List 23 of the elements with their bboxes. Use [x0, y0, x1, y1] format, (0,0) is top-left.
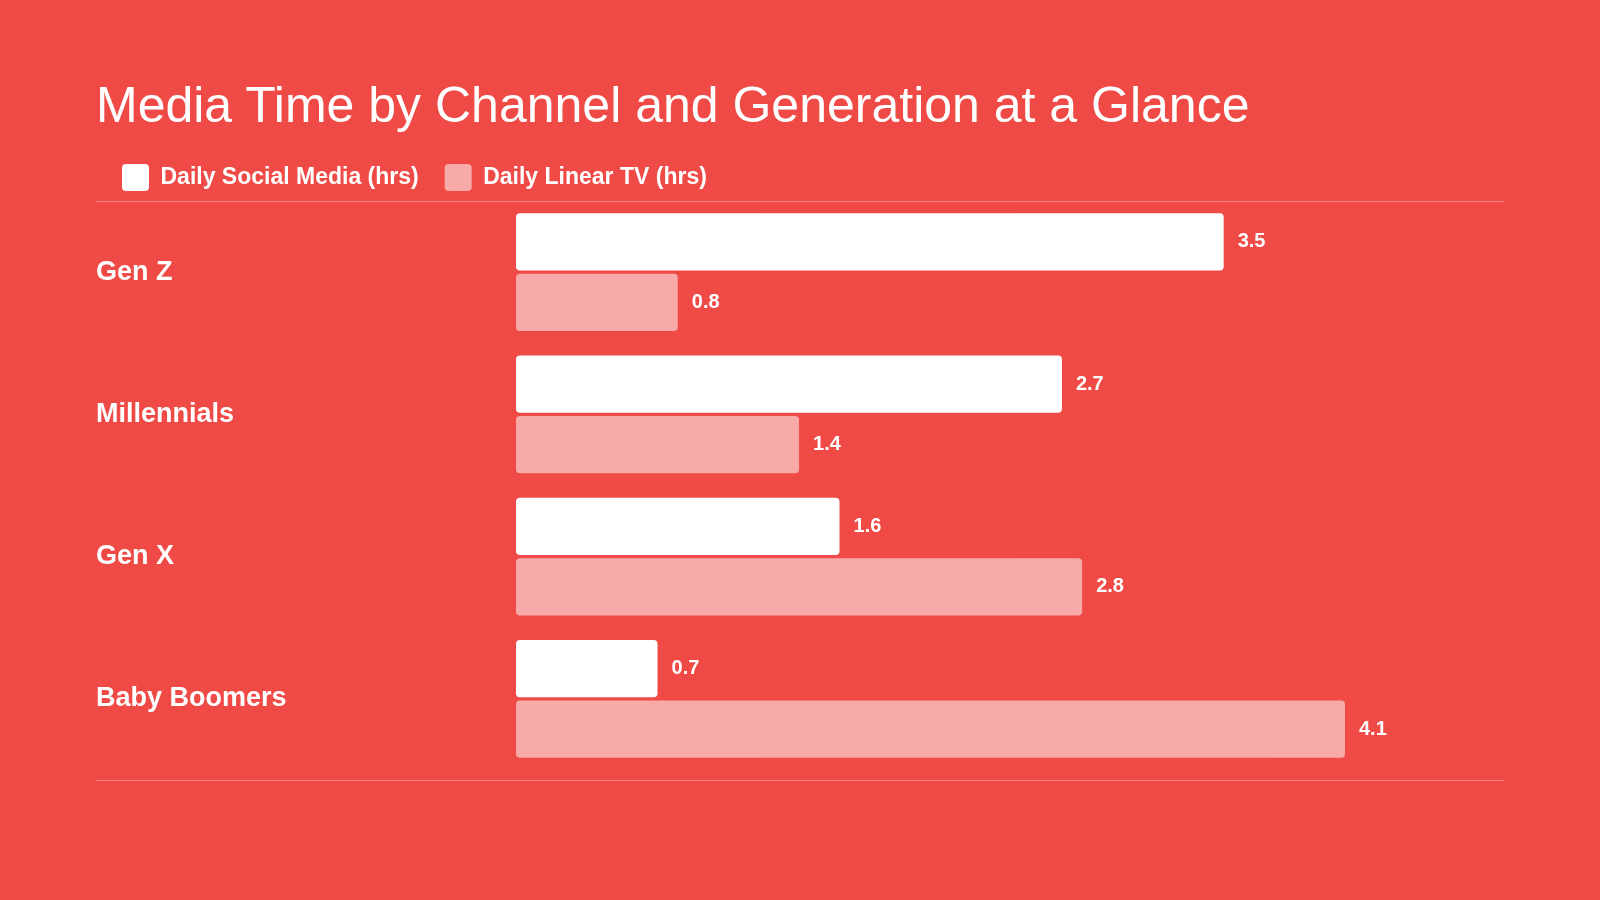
bar: [516, 497, 840, 556]
data-label: 0.8: [691, 289, 720, 312]
bar: [516, 700, 1345, 758]
legend-label: Daily Social Media (hrs): [160, 162, 419, 189]
bar: [516, 558, 1083, 616]
data-label: 0.7: [671, 656, 700, 679]
y-tick-label: Gen X: [96, 540, 175, 571]
bar: [516, 355, 1062, 413]
data-label: 3.5: [1237, 229, 1266, 252]
bar: [516, 639, 658, 698]
data-label: 1.4: [813, 432, 842, 455]
y-tick-label: Baby Boomers: [96, 682, 287, 713]
data-label: 2.8: [1096, 574, 1124, 597]
legend-label: Daily Linear TV (hrs): [483, 162, 707, 189]
y-tick-label: Millennials: [96, 397, 235, 428]
data-label: 1.6: [853, 513, 882, 536]
y-tick-label: Gen Z: [96, 255, 173, 286]
bar: [516, 415, 800, 474]
bar: [516, 213, 1224, 271]
chart-title: Media Time by Channel and Generation at a Glance: [96, 76, 1250, 133]
data-label: 2.7: [1075, 371, 1104, 394]
bar: [516, 273, 678, 332]
data-label: 4.1: [1359, 716, 1387, 739]
